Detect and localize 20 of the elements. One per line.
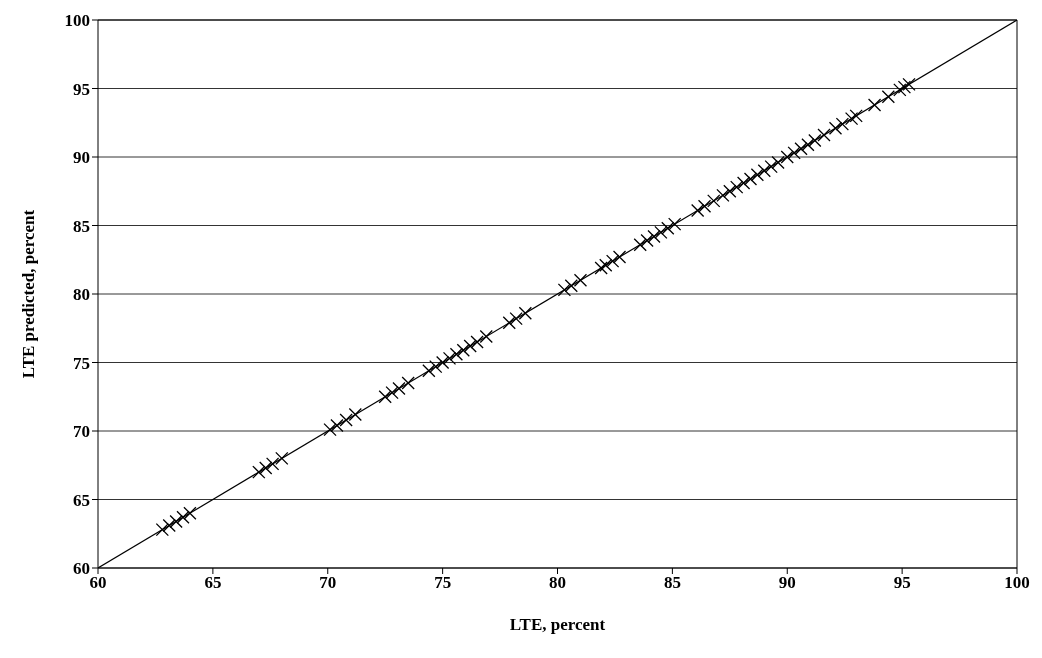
x-axis-title: LTE, percent [509,615,606,634]
y-tick-label: 80 [73,285,90,305]
y-tick-label: 85 [73,216,90,236]
y-tick-label: 75 [73,353,90,373]
y-tick-label: 60 [73,559,90,579]
x-tick-label: 90 [778,573,796,593]
y-axis-title: LTE predicted, percent [19,209,39,379]
x-tick-label: 60 [89,573,107,593]
y-tick-label: 65 [73,490,90,510]
x-tick-label: 70 [319,573,337,593]
y-tick-label: 95 [73,79,90,99]
x-tick-label: 65 [204,573,222,593]
y-tick-label: 70 [73,422,90,442]
x-tick-label: 85 [663,573,681,593]
x-tick-label: 75 [434,573,452,593]
x-tick-label: 100 [1004,573,1030,593]
y-tick-label: 90 [73,148,90,168]
x-tick-label: 80 [549,573,566,593]
x-tick-label: 95 [893,573,911,593]
y-tick-label: 100 [64,11,90,31]
